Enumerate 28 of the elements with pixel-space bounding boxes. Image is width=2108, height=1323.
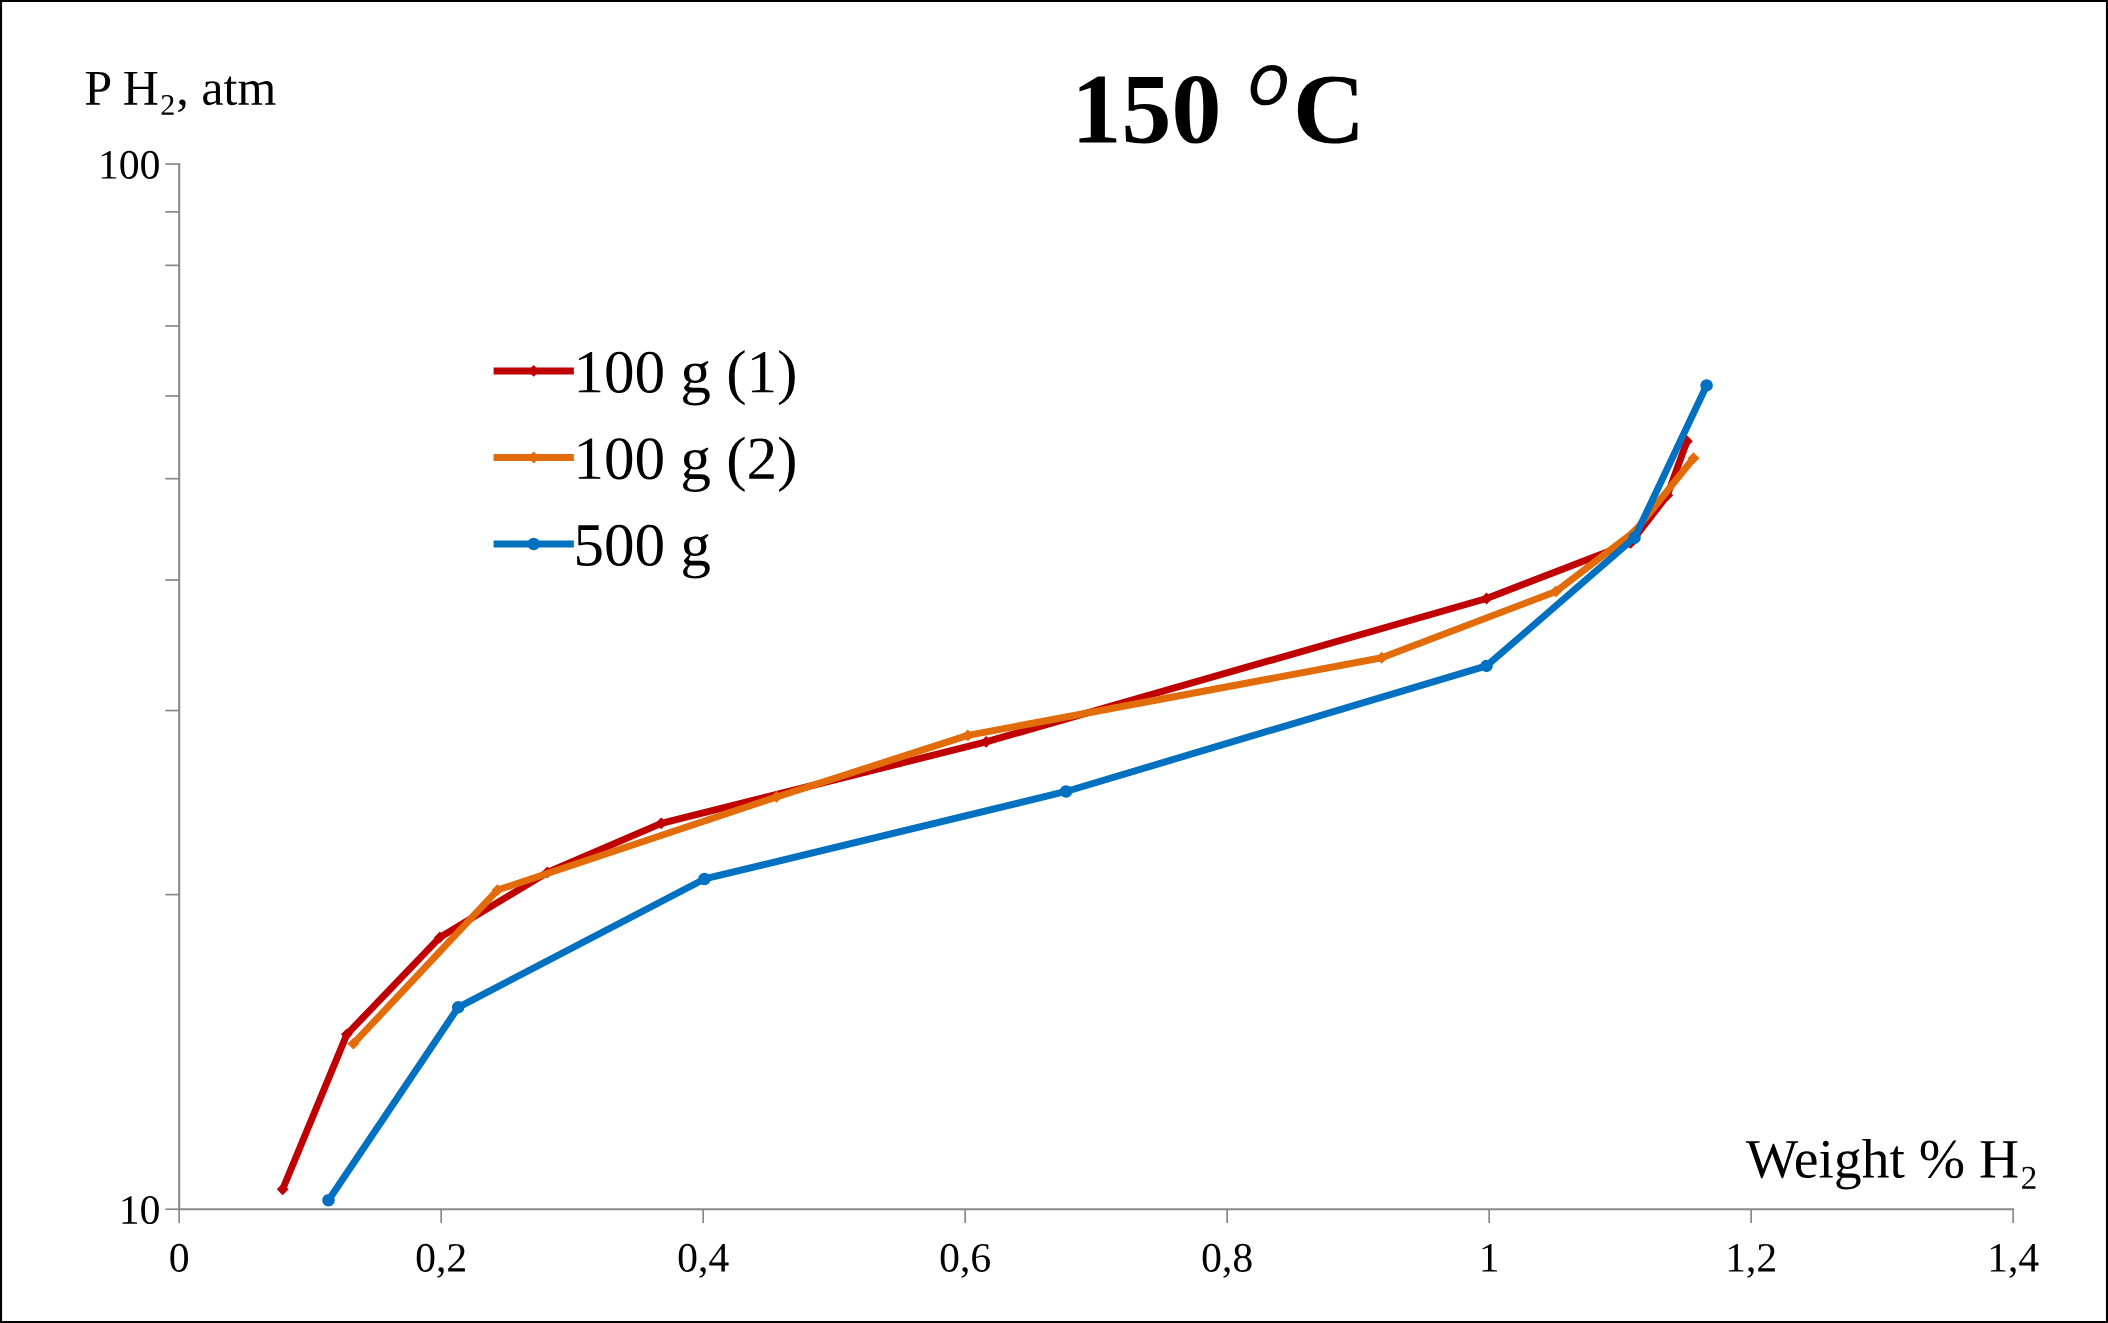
point — [1700, 379, 1713, 392]
point — [341, 1028, 353, 1040]
y-tick-label: 10 — [122, 1195, 159, 1225]
x-tick-label: 0,2 — [416, 1243, 465, 1278]
legend-label: 500 g — [577, 524, 710, 579]
x-axis-title: Weight % H₂ — [1745, 1138, 2036, 1190]
legend-label: 100 g (2) — [578, 436, 795, 493]
point — [451, 1001, 465, 1014]
x-tick-label: 0,4 — [678, 1243, 729, 1278]
x-tick-label: 1 — [1482, 1243, 1498, 1272]
x-tick-label: 0,6 — [940, 1243, 990, 1278]
point — [1480, 659, 1493, 673]
chart-title: 150 $^{o}$C — [1079, 65, 1358, 144]
x-tick-label: 1,2 — [1728, 1243, 1775, 1278]
y-axis-title: P H₂, atm — [85, 71, 276, 115]
point — [1059, 785, 1073, 798]
legend-label: 100 g (1) — [578, 349, 795, 406]
x-tick-label: 1,4 — [1990, 1243, 2039, 1278]
x-tick-label: 0,8 — [1202, 1243, 1252, 1278]
point — [1687, 452, 1700, 464]
y-tick-label: 100 — [101, 150, 159, 179]
point — [1550, 585, 1562, 598]
x-tick-label: 0 — [170, 1243, 189, 1272]
point — [322, 1193, 335, 1207]
point — [434, 931, 446, 944]
point — [698, 872, 711, 886]
point — [347, 1038, 360, 1050]
point — [1628, 531, 1641, 544]
